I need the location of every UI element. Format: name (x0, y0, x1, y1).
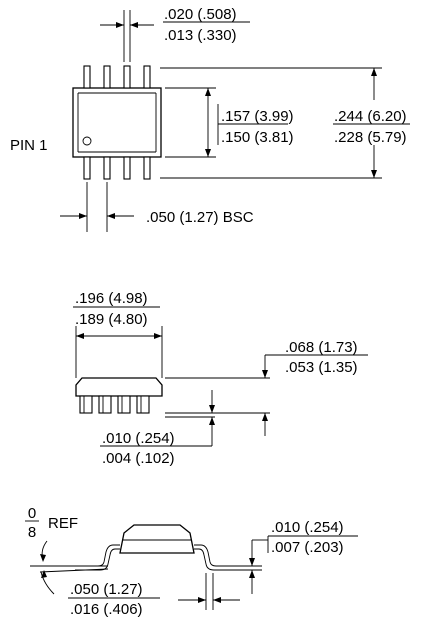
package-body-side (75, 377, 163, 397)
standoff-max: .010 (.254) (102, 430, 175, 447)
lead-thickness-max: .010 (.254) (271, 519, 344, 536)
pin-top-1 (83, 65, 91, 89)
overall-width-min: .228 (5.79) (334, 129, 407, 146)
angle-numerator: 0 (28, 505, 36, 522)
top-view: .020 (.508) .013 (.330) .157 (3.99) .150… (10, 6, 410, 232)
lead-thickness-min: .007 (.203) (271, 539, 344, 556)
angle-denominator: 8 (28, 524, 36, 541)
pin-top-4 (143, 65, 151, 89)
foot-length-min: .016 (.406) (70, 601, 143, 618)
pin-top-3 (123, 65, 131, 89)
side-lead-1 (79, 395, 93, 414)
angle-ref-label: REF (48, 515, 78, 532)
foot-length-max: .050 (1.27) (70, 581, 143, 598)
package-body-top (72, 87, 162, 158)
side-lead-4 (136, 395, 150, 414)
package-body-end (119, 524, 195, 554)
pin1-label: PIN 1 (10, 137, 48, 154)
pin-bottom-1 (83, 156, 91, 180)
height-min: .053 (1.35) (285, 359, 358, 376)
gull-wing-lead-left (75, 544, 120, 567)
lead-width-max: .020 (.508) (164, 6, 237, 23)
pitch-label: .050 (1.27) BSC (146, 209, 254, 226)
height-max: .068 (1.73) (285, 339, 358, 356)
pin-bottom-3 (123, 156, 131, 180)
standoff-min: .004 (.102) (102, 450, 175, 467)
side-lead-2 (98, 395, 112, 414)
body-width-min: .150 (3.81) (221, 129, 294, 146)
gull-wing-lead-right (194, 544, 236, 567)
overall-width-max: .244 (6.20) (334, 108, 407, 125)
side-lead-3 (117, 395, 131, 414)
body-length-min: .189 (4.80) (75, 311, 148, 328)
end-view: 0 8 REF .010 (.254) .007 (.203) (25, 505, 358, 618)
lead-width-min: .013 (.330) (164, 27, 237, 44)
side-view: .196 (4.98) .189 (4.80) .068 (1.73) .053… (73, 290, 368, 467)
body-width-max: .157 (3.99) (221, 108, 294, 125)
pin-top-2 (103, 65, 111, 89)
body-length-max: .196 (4.98) (75, 290, 148, 307)
pin1-marker-dot (82, 136, 92, 146)
pin-bottom-4 (143, 156, 151, 180)
pin-bottom-2 (103, 156, 111, 180)
